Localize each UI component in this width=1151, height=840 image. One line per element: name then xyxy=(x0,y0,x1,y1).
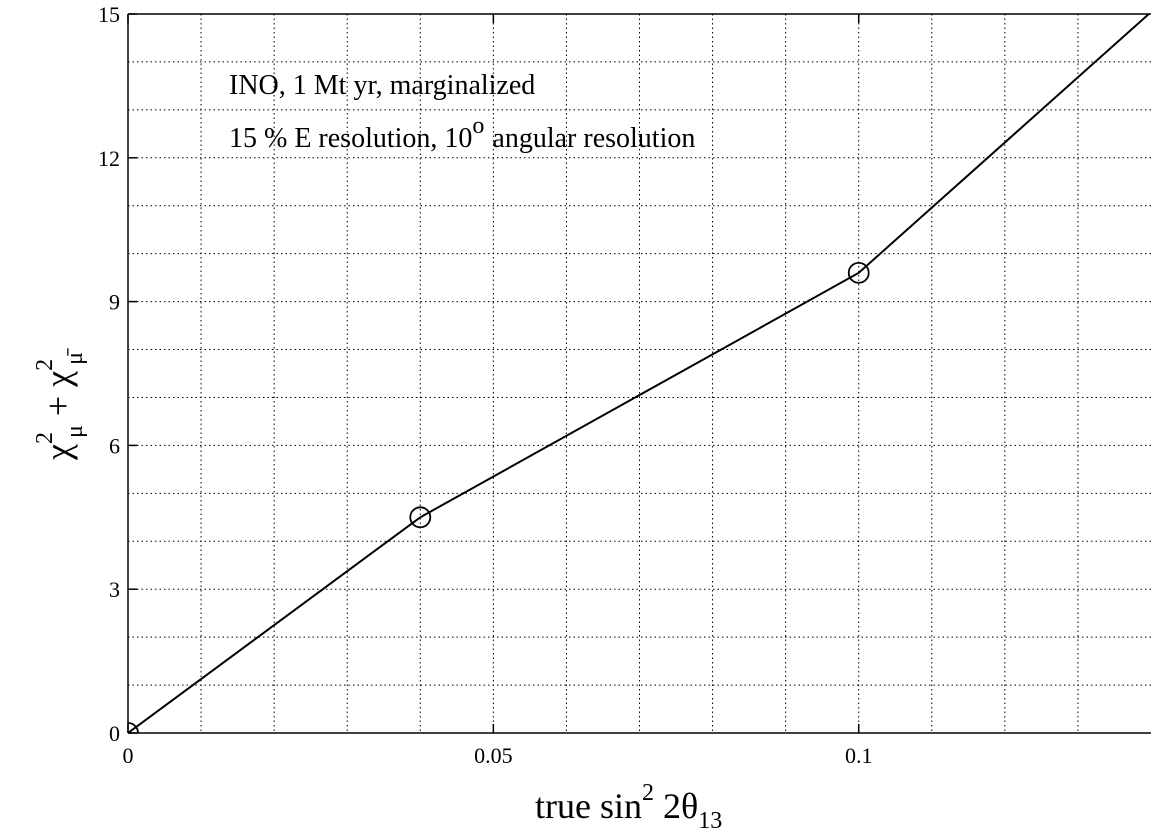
y-tick-label: 0 xyxy=(109,721,120,746)
annotation-line-2-part-2: angular resolution xyxy=(492,123,695,154)
data-point-marker xyxy=(847,261,870,284)
y-axis-label: χ2 μ + χ2 μ̄ xyxy=(32,348,88,461)
y-tick-label: 9 xyxy=(109,290,120,315)
grid-lines xyxy=(128,14,1151,733)
annotation-line-2: 15 % E resolution, 10o angular resolution xyxy=(229,113,695,154)
y-tick-label: 15 xyxy=(98,2,120,27)
x-tick-label: 0.1 xyxy=(845,743,873,768)
data-point-marker xyxy=(409,506,432,529)
x-tick-label: 0.05 xyxy=(474,743,513,768)
series-line xyxy=(128,14,1151,733)
y-tick-label: 6 xyxy=(109,433,120,458)
plot-frame xyxy=(127,13,1151,734)
y-tick-label: 3 xyxy=(109,577,120,602)
axis-ticks xyxy=(127,13,860,734)
annotation-line-2-part-1: 15 % E resolution, 10 xyxy=(229,123,472,154)
annotation-line-1: INO, 1 Mt yr, marginalized xyxy=(229,70,535,101)
tick-labels: 0 0.05 0.1 0 3 6 9 12 15 xyxy=(98,2,872,768)
x-axis-label: true sin2 2θ13 xyxy=(535,780,722,834)
x-tick-label: 0 xyxy=(123,743,134,768)
annotation-degree-mark: o xyxy=(472,113,484,139)
series-group xyxy=(128,14,1151,733)
y-tick-label: 12 xyxy=(98,146,120,171)
